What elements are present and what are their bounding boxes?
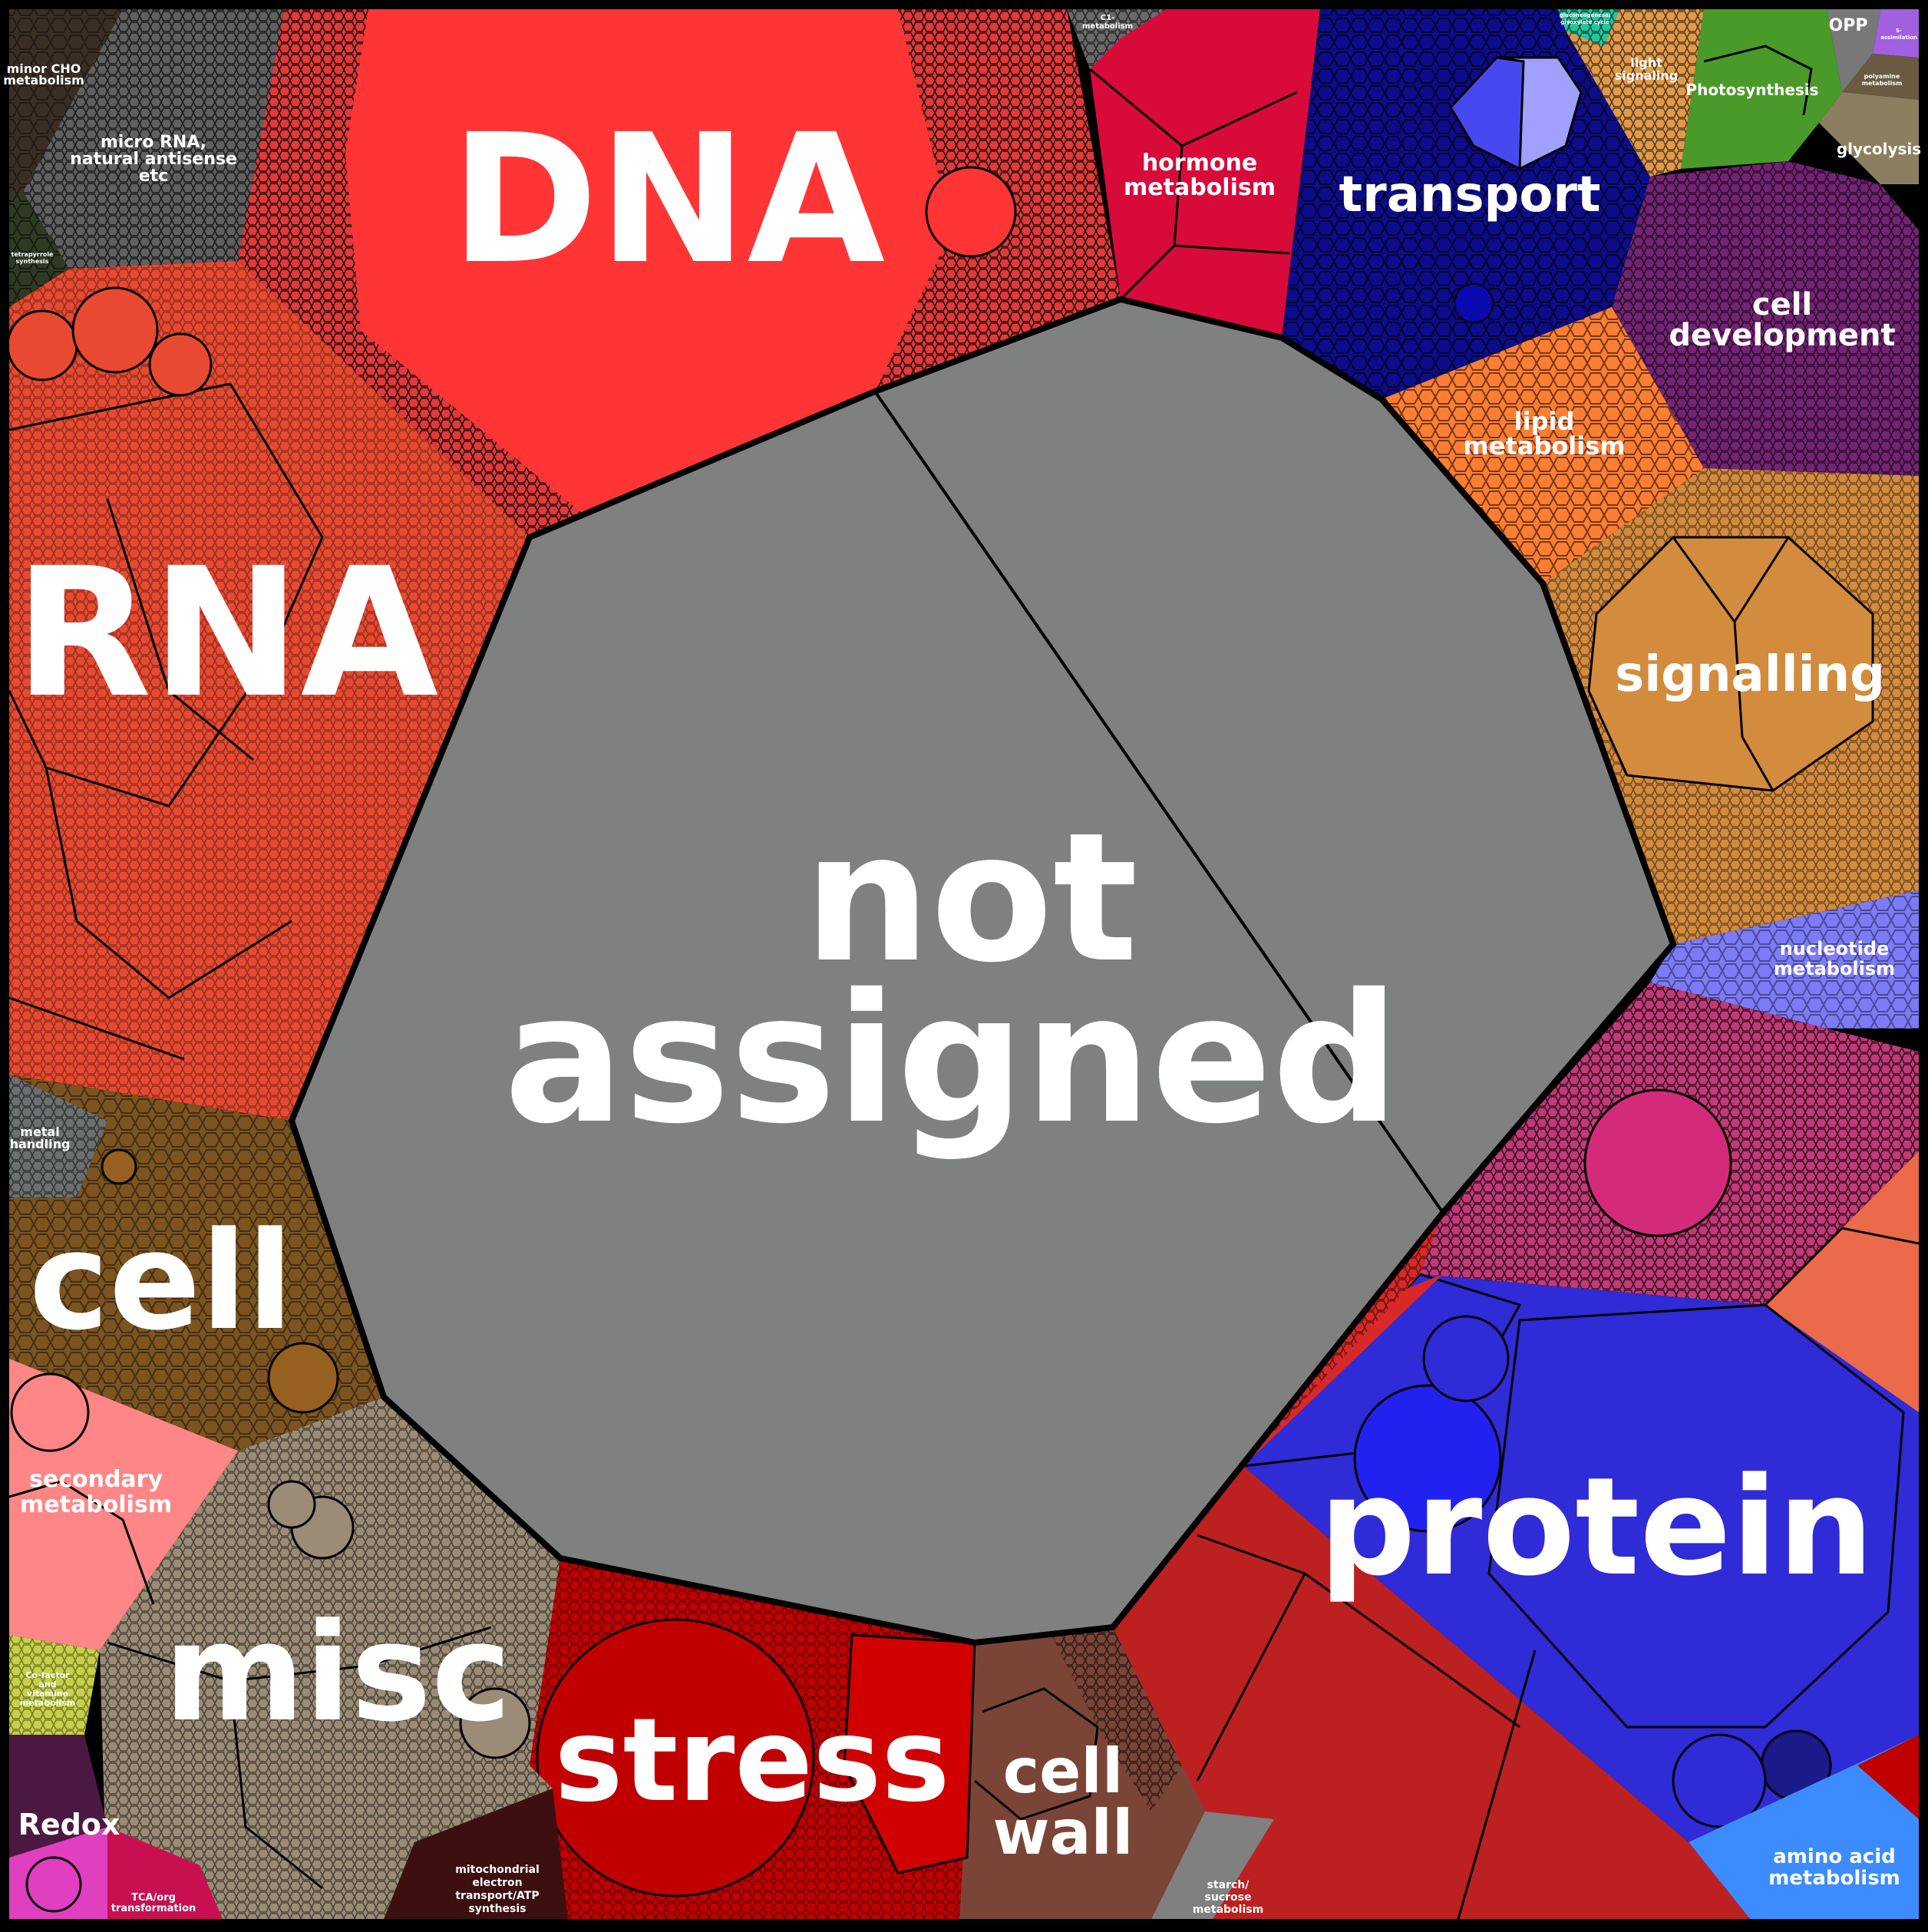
cell-amino-acid-metabolism: [1689, 1735, 1919, 1919]
label-stress: stress: [554, 1694, 949, 1828]
cell-gluconeogenesis: [1558, 9, 1619, 46]
label-mito-etc-line3: transport/ATP: [455, 1890, 539, 1902]
label-metal-handling-line2: handling: [10, 1137, 71, 1151]
label-lipid-metabolism-line1: lipid: [1514, 407, 1575, 436]
label-not-assigned-line2: assigned: [504, 956, 1400, 1163]
label-secondary-metabolism-line1: secondary: [29, 1466, 163, 1493]
label-polyamine-line1: polyamine: [1864, 73, 1900, 80]
label-opp: OPP: [1829, 16, 1868, 35]
cell-hormone-metabolism: [1067, 9, 1320, 338]
label-cell-wall-line1: cell: [1003, 1735, 1124, 1807]
cell-s-assimilation: [1873, 9, 1919, 58]
cell-glycolysis: [1819, 92, 1919, 184]
cell-rna: [6, 261, 530, 1121]
label-minor-cho-line2: metabolism: [3, 73, 84, 88]
cell-dna: [238, 9, 1121, 537]
label-s-assimilation-line1: S-: [1896, 28, 1902, 34]
label-cofactor-line4: metabolism: [20, 1698, 76, 1708]
label-minor-cho-line1: minor CHO: [7, 61, 81, 76]
cell-minor-cho: [9, 9, 123, 192]
cell-micro-rna: [23, 9, 284, 269]
label-cofactor-line2: and: [38, 1679, 56, 1689]
label-tetrapyrrole-line2: synthesis: [16, 258, 49, 265]
cell-stress: [530, 1558, 976, 1919]
label-tca-line2: transformation: [111, 1903, 196, 1914]
label-protein: protein: [1319, 1448, 1874, 1606]
label-amino-acid-line2: metabolism: [1768, 1867, 1900, 1890]
label-starch-line2: sucrose: [1205, 1891, 1252, 1904]
label-micro-rna-line3: etc: [139, 167, 168, 186]
label-c1-line1: C1-: [1101, 14, 1114, 22]
cell-opp: [1827, 9, 1880, 92]
label-redox: Redox: [18, 1808, 121, 1841]
label-tca-line1: TCA/org: [131, 1892, 176, 1904]
label-mito-etc-line4: synthesis: [468, 1903, 526, 1915]
cell-c1-metabolism: [1067, 9, 1167, 69]
cell-secondary-metabolism: [8, 1359, 238, 1650]
cell-lipid-metabolism: [1382, 307, 1704, 583]
label-transport: transport: [1339, 167, 1601, 223]
cell-protein: [1240, 1273, 1919, 1842]
cell-nucleotide-metabolism: [1650, 890, 1919, 1029]
label-starch-line1: starch/: [1207, 1879, 1250, 1891]
label-cell: cell: [29, 1203, 293, 1360]
label-gluconeo-line2: glyoxylate cycle: [1560, 19, 1609, 25]
label-light-signaling-line2: signaling: [1615, 68, 1678, 83]
label-secondary-metabolism-line2: metabolism: [20, 1491, 172, 1518]
cell-cell-development: [1612, 161, 1919, 476]
cell-transport: [1282, 9, 1650, 399]
label-nucleotide-line1: nucleotide: [1780, 938, 1890, 959]
label-polyamine-line2: metabolism: [1862, 80, 1903, 87]
cell-misc: [100, 1397, 560, 1919]
cell-cell-wall: [959, 1627, 1205, 1919]
label-hormone-metabolism-line2: metabolism: [1124, 174, 1276, 201]
label-cell-wall-line2: wall: [993, 1797, 1134, 1868]
label-lipid-metabolism-line2: metabolism: [1463, 431, 1625, 461]
cell-protein-darkred: [1113, 1274, 1750, 1920]
label-rna: RNA: [15, 530, 438, 737]
cell-polyamine: [1842, 54, 1919, 100]
label-light-signaling-line1: light: [1630, 55, 1662, 70]
cell-photosynthesis: [1681, 9, 1842, 169]
label-s-assimilation-line2: assimilation: [1880, 35, 1917, 41]
label-c1-line2: metabolism: [1082, 22, 1133, 31]
cell-tca: [107, 1827, 223, 1919]
cell-cofactor: [9, 1635, 100, 1735]
label-cell-development-line2: development: [1669, 318, 1895, 353]
cell-metal-handling: [9, 1075, 107, 1197]
cell-light-signaling: [1566, 9, 1704, 177]
label-nucleotide-line2: metabolism: [1774, 958, 1895, 979]
cell-signalling: [1543, 468, 1919, 944]
cell-starch-sucrose: [1151, 1811, 1274, 1919]
label-amino-acid-line1: amino acid: [1773, 1845, 1895, 1868]
cell-cell: [9, 1075, 384, 1451]
cell-redox: [9, 1735, 107, 1919]
label-photosynthesis: Photosynthesis: [1685, 81, 1818, 99]
label-tetrapyrrole-line1: tetrapyrrole: [12, 251, 54, 258]
label-cell-development-line1: cell: [1752, 287, 1812, 322]
label-glycolysis: glycolysis: [1837, 140, 1921, 158]
label-micro-rna-line2: natural antisense: [70, 150, 237, 169]
label-mito-etc-line1: mitochondrial: [455, 1864, 540, 1876]
label-mito-etc-line2: electron: [472, 1877, 522, 1889]
label-dna: DNA: [451, 96, 885, 303]
label-micro-rna-line1: micro RNA,: [101, 133, 206, 152]
cell-protein-pink: [1420, 983, 1919, 1305]
label-cofactor-line1: Co-factor: [25, 1670, 70, 1680]
label-starch-line3: metabolism: [1193, 1904, 1263, 1916]
cell-protein-orange: [1764, 1151, 1920, 1412]
label-misc: misc: [164, 1594, 512, 1752]
cell-not-assigned: [288, 296, 1677, 1646]
label-signalling: signalling: [1615, 646, 1885, 703]
label-cofactor-line3: vitamine: [27, 1689, 68, 1699]
label-not-assigned-line1: not: [804, 794, 1137, 1002]
label-hormone-metabolism-line1: hormone: [1142, 150, 1257, 177]
label-gluconeo-line1: gluconeogenese/: [1560, 12, 1611, 18]
cell-mito-etc: [384, 1788, 568, 1919]
label-metal-handling-line1: metal: [20, 1125, 59, 1139]
